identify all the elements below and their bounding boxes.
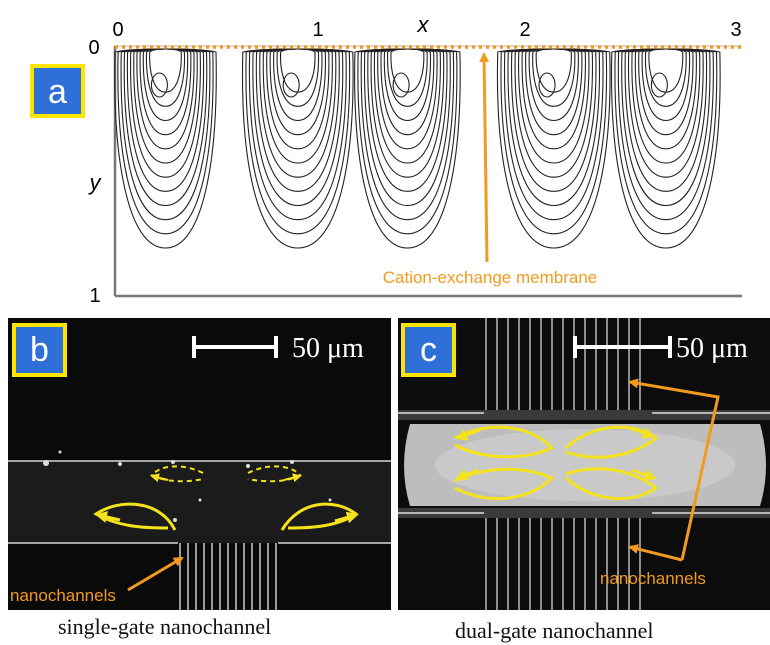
x-axis-label: x <box>417 12 430 37</box>
contour-line <box>650 72 668 98</box>
vortex-c-1 <box>454 425 555 459</box>
membrane-label: Cation-exchange membrane <box>383 268 598 287</box>
contour-line <box>150 72 168 98</box>
contour-line <box>538 72 556 98</box>
contour-line <box>648 48 684 93</box>
contour-line <box>266 48 330 150</box>
nanochannel-arrays <box>485 318 641 610</box>
main-channel <box>8 461 391 543</box>
x-tick-label: 2 <box>519 19 530 41</box>
contour-line <box>377 48 438 150</box>
vortex-c-4 <box>564 467 659 501</box>
nanochannels-arrows-c <box>628 378 720 562</box>
contour-line <box>149 48 182 93</box>
contour-line <box>614 48 718 235</box>
panel-a-badge <box>30 64 85 118</box>
contour-line <box>521 48 586 150</box>
nanochannel-array <box>179 543 277 610</box>
caption-dual-gate: dual-gate nanochannel <box>455 618 654 643</box>
streamline-contours <box>114 48 721 249</box>
x-tick-label: 0 <box>112 19 123 41</box>
contour-line <box>390 48 425 93</box>
panel-c-badge-letter: c <box>420 331 437 369</box>
y-tick-label: 1 <box>89 285 100 307</box>
scale-bar-c <box>573 336 672 358</box>
y-axis-label: y <box>88 170 103 195</box>
nanochannels-label-c: nanochannels <box>600 569 706 588</box>
scale-label-c: 50 μm <box>676 333 748 364</box>
particle-specks <box>43 450 332 522</box>
contour-line <box>136 48 195 150</box>
panel-b-badge-letter: b <box>30 331 49 369</box>
contour-line <box>392 72 410 98</box>
membrane-arrow <box>479 52 490 263</box>
vortex-c-2 <box>564 425 659 459</box>
x-tick-label: 1 <box>312 19 323 41</box>
caption-single-gate: single-gate nanochannel <box>58 614 272 639</box>
panel-a: 0 1 2 3 x 0 1 y a Cation-exchange membra… <box>30 12 742 307</box>
panel-b: 50 μm b nanochannels <box>8 318 391 610</box>
contour-line <box>634 48 697 150</box>
nanochannels-label-b: nanochannels <box>10 586 116 605</box>
contour-line <box>280 48 316 93</box>
contour-line <box>282 72 300 98</box>
panel-b-badge <box>12 323 67 377</box>
vortex-arrows-c <box>454 425 659 501</box>
y-tick-label: 0 <box>88 37 99 59</box>
scale-label-b: 50 μm <box>292 333 364 364</box>
contour-line <box>245 48 351 235</box>
x-tick-label: 3 <box>730 19 741 41</box>
vortex-arrows <box>93 465 359 531</box>
panel-a-badge-letter: a <box>48 73 67 111</box>
contour-line <box>500 48 608 235</box>
panel-c: 50 μm c nanochannels <box>398 318 770 610</box>
nanochannels-arrow-b <box>127 556 184 592</box>
panel-c-badge <box>401 323 456 377</box>
contour-line <box>535 48 572 93</box>
scale-bar-b <box>192 336 278 358</box>
vortex-c-3 <box>454 467 555 501</box>
